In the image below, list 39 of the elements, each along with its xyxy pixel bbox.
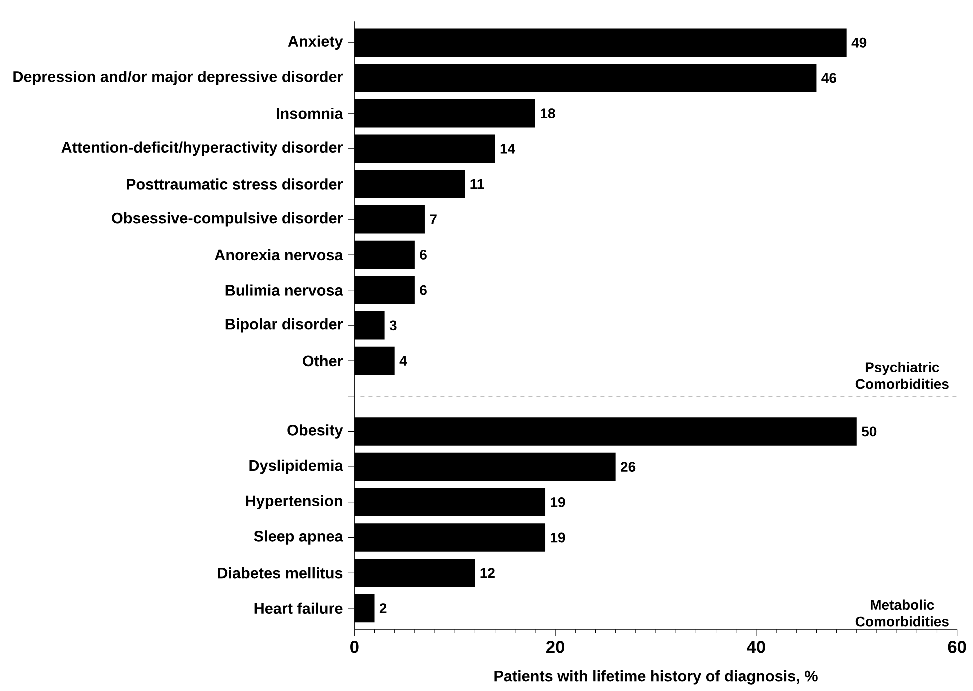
y-tick-label: Obsessive-compulsive disorder xyxy=(112,212,344,227)
x-axis-title: Patients with lifetime history of diagnosis, % xyxy=(494,670,818,685)
data-label: 49 xyxy=(852,38,867,48)
data-label: 2 xyxy=(380,604,387,614)
y-tick-label: Obesity xyxy=(288,424,344,439)
y-tick-label: Diabetes mellitus xyxy=(218,567,343,579)
data-label: 50 xyxy=(862,426,877,437)
x-tick-label: 0 xyxy=(350,641,359,654)
y-tick-label: Attention-deficit/hyperactivity disorder xyxy=(62,142,344,156)
data-label: 19 xyxy=(551,532,566,543)
data-label: 6 xyxy=(420,285,427,296)
data-label: 26 xyxy=(621,462,636,472)
data-label: 11 xyxy=(470,179,484,190)
y-tick-label: Posttraumatic stress disorder xyxy=(127,178,344,190)
data-label: 18 xyxy=(541,108,556,119)
x-tick-label: 20 xyxy=(546,641,564,654)
y-tick-label: Other xyxy=(303,355,344,367)
y-tick-label: Insomnia xyxy=(277,108,344,120)
y-tick-label: Dyslipidemia xyxy=(250,460,344,474)
data-label: 19 xyxy=(551,497,566,508)
y-tick-label: Heart failure xyxy=(254,602,343,614)
data-label: 6 xyxy=(420,250,427,260)
y-tick-label: Hypertension xyxy=(246,495,342,510)
y-tick-label: Bipolar disorder xyxy=(226,318,344,333)
y-tick-label: Depression and/or major depressive disorder xyxy=(14,71,344,86)
x-tick-label: 60 xyxy=(948,641,966,654)
y-tick-label: Sleep apnea xyxy=(254,530,344,545)
x-tick-label: 40 xyxy=(747,641,766,654)
y-tick-label: Anxiety xyxy=(288,36,344,50)
data-label: 12 xyxy=(480,568,495,578)
annotation: Metabolic Comorbidities xyxy=(856,600,949,627)
data-label: 14 xyxy=(500,144,516,154)
data-label: 4 xyxy=(400,356,408,366)
y-tick-label: Anorexia nervosa xyxy=(214,249,344,261)
data-label: 3 xyxy=(390,320,397,331)
y-tick-label: Bulimia nervosa xyxy=(226,284,344,296)
data-label: 46 xyxy=(822,73,836,84)
data-label: 7 xyxy=(430,214,437,224)
annotation: Psychiatric Comorbidities xyxy=(856,362,949,390)
